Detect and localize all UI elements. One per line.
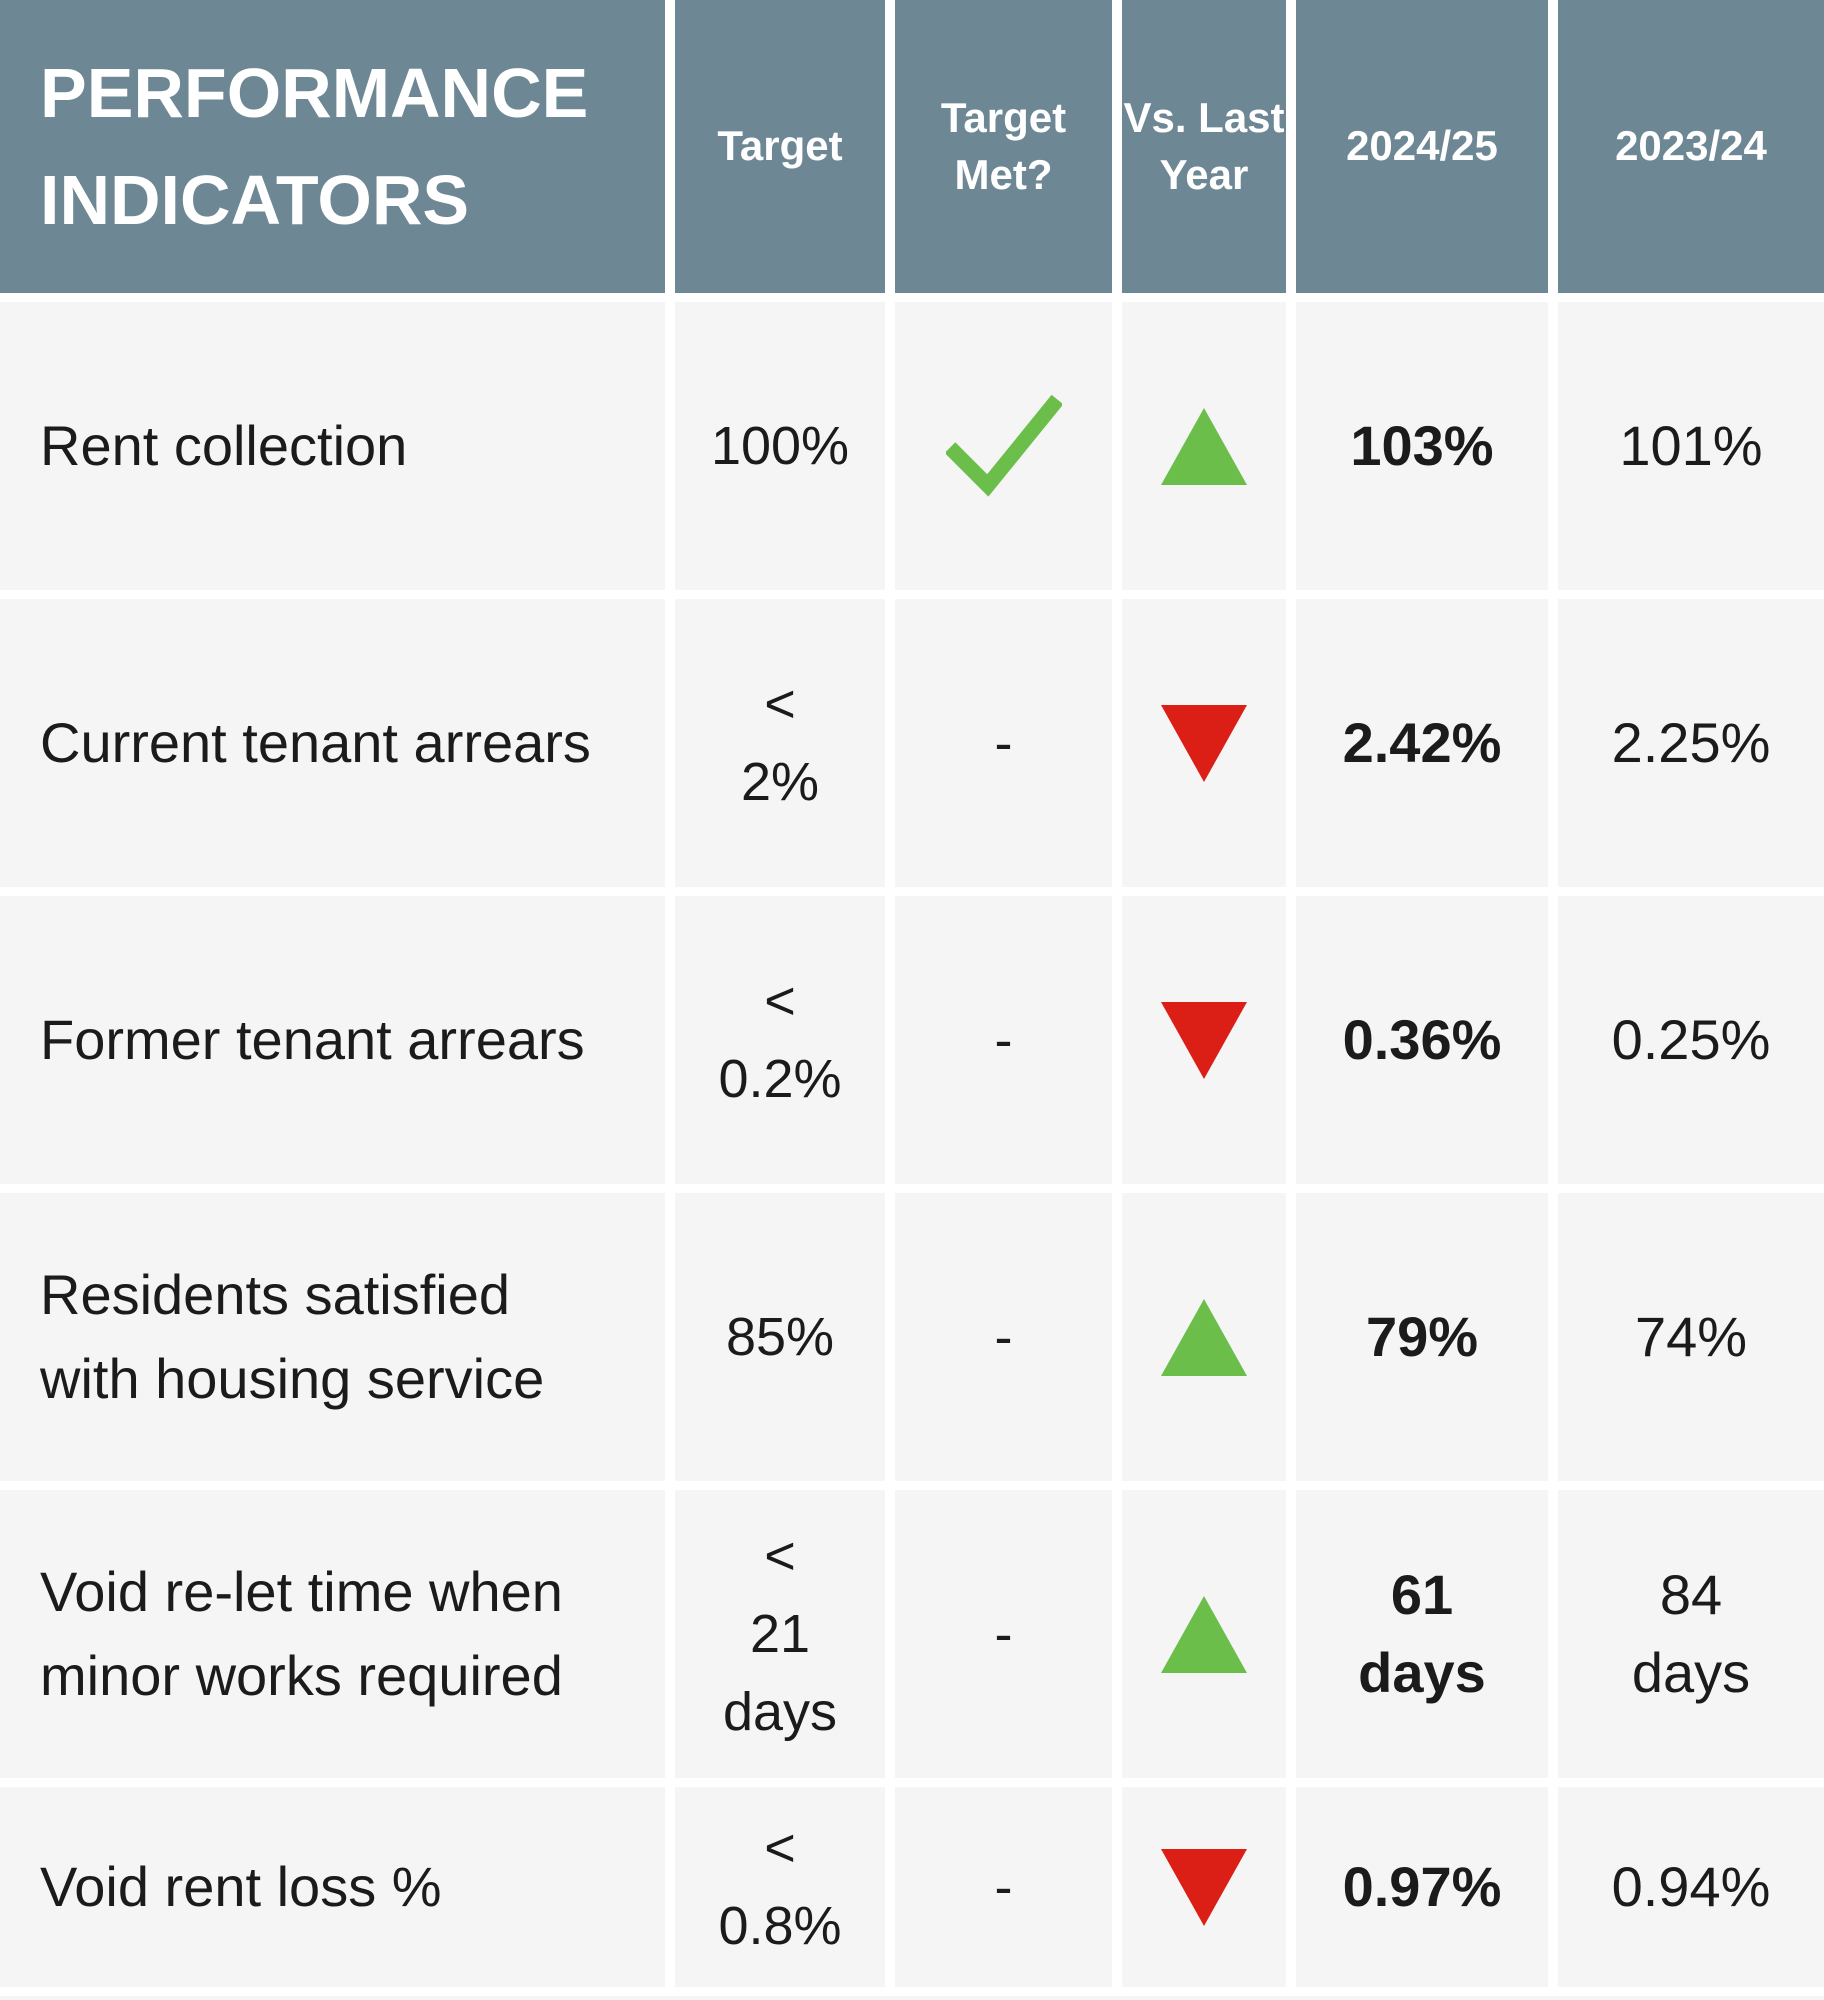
- column-header-2023-24: 2023/24: [1558, 0, 1824, 293]
- column-header-vs-last-year: Vs. Last Year: [1122, 0, 1286, 293]
- table-title: PERFORMANCE INDICATORS: [0, 0, 665, 293]
- current-year-value: 2.42%: [1296, 599, 1548, 887]
- target-met-cell: [895, 302, 1112, 590]
- previous-year-value: 2.25%: [1558, 599, 1824, 887]
- title-line-1: PERFORMANCE: [40, 54, 589, 133]
- trend-down-triangle-icon: [1161, 1001, 1247, 1079]
- next-row-clipped-sliver: [0, 1996, 1824, 2000]
- vs-last-year-cell: [1122, 896, 1286, 1184]
- target-value: < 21 days: [675, 1490, 885, 1778]
- target-met-cell: -: [895, 599, 1112, 887]
- target-met-cell: -: [895, 896, 1112, 1184]
- vs-last-year-cell: [1122, 599, 1286, 887]
- indicator-label: Void re-let time when minor works requir…: [0, 1490, 665, 1778]
- dash-text: -: [994, 713, 1013, 773]
- previous-year-value: 0.94%: [1558, 1787, 1824, 1987]
- previous-year-value: 101%: [1558, 302, 1824, 590]
- current-year-value: 0.97%: [1296, 1787, 1548, 1987]
- current-year-value: 61 days: [1296, 1490, 1548, 1778]
- previous-year-value: 74%: [1558, 1193, 1824, 1481]
- check-icon: [945, 395, 1062, 497]
- indicator-label: Void rent loss %: [0, 1787, 665, 1987]
- target-met-cell: -: [895, 1490, 1112, 1778]
- target-value: < 0.8%: [675, 1787, 885, 1987]
- indicator-label: Former tenant arrears: [0, 896, 665, 1184]
- trend-up-triangle-icon: [1161, 407, 1247, 485]
- trend-down-triangle-icon: [1161, 1848, 1247, 1926]
- dash-text: -: [994, 1307, 1013, 1367]
- indicator-label: Current tenant arrears: [0, 599, 665, 887]
- target-met-cell: -: [895, 1787, 1112, 1987]
- indicator-label: Residents satisfied with housing service: [0, 1193, 665, 1481]
- current-year-value: 103%: [1296, 302, 1548, 590]
- previous-year-value: 84 days: [1558, 1490, 1824, 1778]
- vs-last-year-cell: [1122, 1787, 1286, 1987]
- column-header-target-met: Target Met?: [895, 0, 1112, 293]
- target-value: < 0.2%: [675, 896, 885, 1184]
- previous-year-value: 0.25%: [1558, 896, 1824, 1184]
- trend-up-triangle-icon: [1161, 1595, 1247, 1673]
- target-value: 85%: [675, 1193, 885, 1481]
- target-met-cell: -: [895, 1193, 1112, 1481]
- current-year-value: 79%: [1296, 1193, 1548, 1481]
- current-year-value: 0.36%: [1296, 896, 1548, 1184]
- column-header-2024-25: 2024/25: [1296, 0, 1548, 293]
- vs-last-year-cell: [1122, 302, 1286, 590]
- dash-text: -: [994, 1857, 1013, 1917]
- vs-last-year-cell: [1122, 1490, 1286, 1778]
- dash-text: -: [994, 1604, 1013, 1664]
- trend-up-triangle-icon: [1161, 1298, 1247, 1376]
- target-value: 100%: [675, 302, 885, 590]
- indicator-label: Rent collection: [0, 302, 665, 590]
- trend-down-triangle-icon: [1161, 704, 1247, 782]
- column-header-target: Target: [675, 0, 885, 293]
- target-value: < 2%: [675, 599, 885, 887]
- title-line-2: INDICATORS: [40, 160, 470, 239]
- vs-last-year-cell: [1122, 1193, 1286, 1481]
- dash-text: -: [994, 1010, 1013, 1070]
